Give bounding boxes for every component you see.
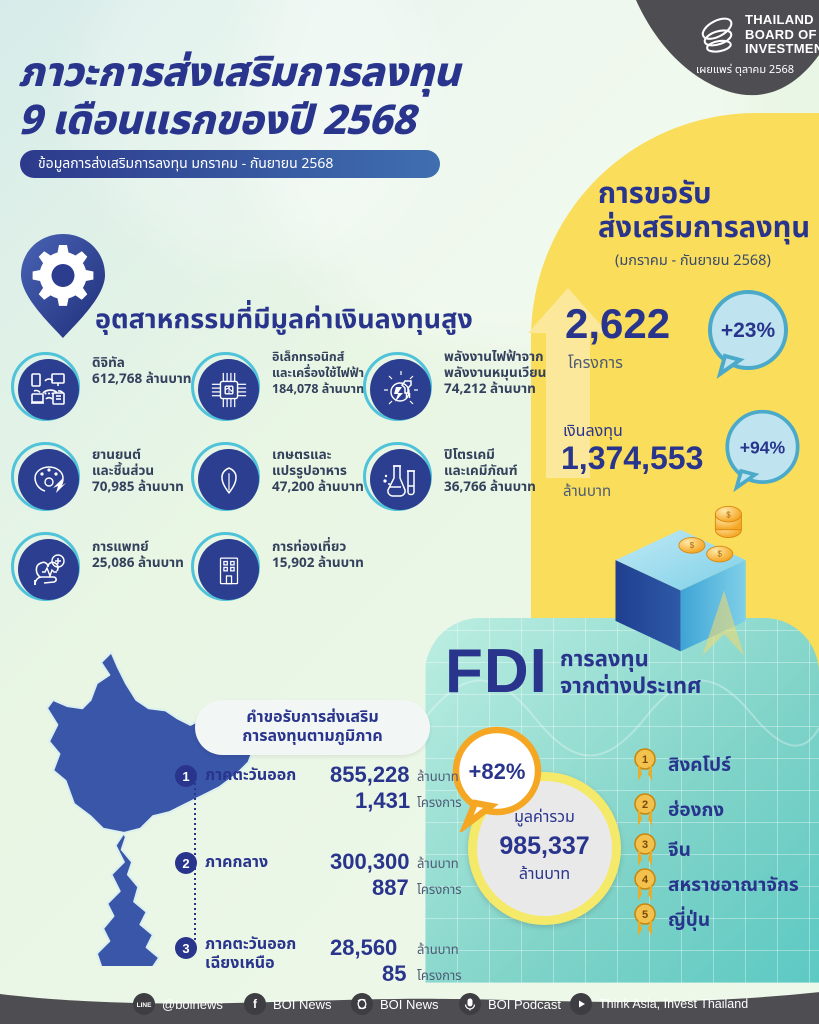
svg-text:LINE: LINE xyxy=(137,1002,152,1009)
svg-text:2: 2 xyxy=(642,799,648,811)
svg-text:+23%: +23% xyxy=(721,319,776,342)
svg-text:3: 3 xyxy=(642,839,648,851)
svg-text:$: $ xyxy=(690,541,695,550)
svg-text:1: 1 xyxy=(642,754,648,766)
svg-text:+94%: +94% xyxy=(740,437,786,457)
svg-text:4: 4 xyxy=(642,874,649,886)
svg-text:5: 5 xyxy=(642,909,648,921)
svg-text:$: $ xyxy=(726,511,731,520)
svg-text:$: $ xyxy=(718,550,723,559)
svg-text:+82%: +82% xyxy=(469,759,526,784)
